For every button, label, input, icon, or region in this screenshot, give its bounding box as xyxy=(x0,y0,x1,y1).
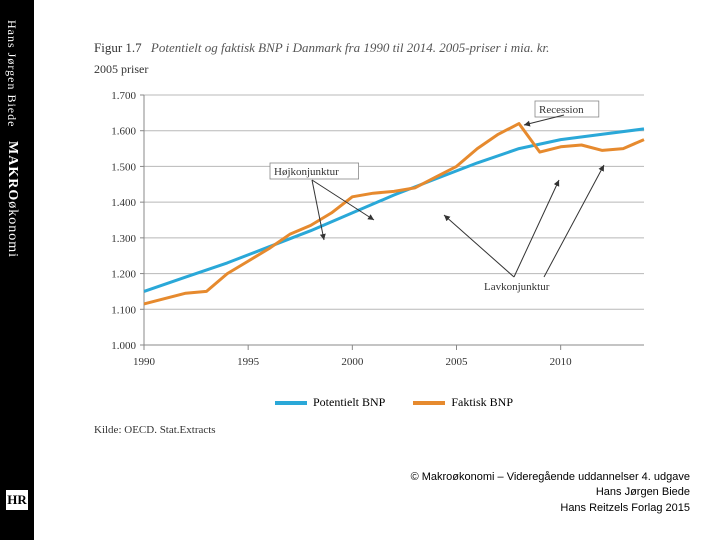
figure-caption: Potentielt og faktisk BNP i Danmark fra … xyxy=(151,40,549,55)
footer-line1: © Makroøkonomi – Videregående uddannelse… xyxy=(411,470,690,485)
svg-text:1.000: 1.000 xyxy=(111,340,136,352)
svg-text:Recession: Recession xyxy=(539,104,584,116)
svg-text:1.100: 1.100 xyxy=(111,304,136,316)
svg-text:2000: 2000 xyxy=(341,356,364,368)
sidebar: Hans Jørgen Biede MAKROøkonomi xyxy=(0,0,34,420)
svg-text:1.300: 1.300 xyxy=(111,233,136,245)
svg-text:1990: 1990 xyxy=(133,356,156,368)
svg-text:1.600: 1.600 xyxy=(111,126,136,138)
svg-text:2005: 2005 xyxy=(446,356,469,368)
figure-title: Figur 1.7 Potentielt og faktisk BNP i Da… xyxy=(94,40,694,56)
main-panel: Figur 1.7 Potentielt og faktisk BNP i Da… xyxy=(34,0,720,540)
legend-item: Faktisk BNP xyxy=(413,395,513,410)
sidebar-book-title: MAKROøkonomi xyxy=(5,141,20,258)
svg-text:1995: 1995 xyxy=(237,356,260,368)
legend-item: Potentielt BNP xyxy=(275,395,385,410)
footer-line2: Hans Jørgen Biede xyxy=(411,485,690,500)
figure-number: Figur 1.7 xyxy=(94,40,142,55)
footer: © Makroøkonomi – Videregående uddannelse… xyxy=(411,470,690,516)
svg-text:1.700: 1.700 xyxy=(111,90,136,102)
svg-text:2010: 2010 xyxy=(550,356,573,368)
legend-swatch xyxy=(275,401,307,405)
sidebar-author: Hans Jørgen Biede xyxy=(5,20,19,127)
svg-text:1.400: 1.400 xyxy=(111,197,136,209)
legend-swatch xyxy=(413,401,445,405)
sidebar-title: Hans Jørgen Biede MAKROøkonomi xyxy=(4,20,20,258)
chart: 1.000 1.100 1.200 1.300 1.400 1.500 1.600 1.700… xyxy=(94,85,654,385)
svg-text:1.200: 1.200 xyxy=(111,269,136,281)
source-text: Kilde: OECD. Stat.Extracts xyxy=(94,424,694,436)
footer-line3: Hans Reitzels Forlag 2015 xyxy=(411,501,690,516)
chart-svg: 1.000 1.100 1.200 1.300 1.400 1.500 1.600 1.700… xyxy=(94,85,654,385)
legend: Potentielt BNP Faktisk BNP xyxy=(94,395,694,410)
svg-text:Lavkonjunktur: Lavkonjunktur xyxy=(484,281,550,293)
figure-subtitle: 2005 priser xyxy=(94,62,694,77)
legend-label: Faktisk BNP xyxy=(451,395,513,409)
svg-text:Højkonjunktur: Højkonjunktur xyxy=(274,166,339,178)
svg-text:1.500: 1.500 xyxy=(111,161,136,173)
publisher-logo: HR xyxy=(6,490,28,510)
figure-container: Figur 1.7 Potentielt og faktisk BNP i Da… xyxy=(94,40,694,436)
legend-label: Potentielt BNP xyxy=(313,395,385,409)
